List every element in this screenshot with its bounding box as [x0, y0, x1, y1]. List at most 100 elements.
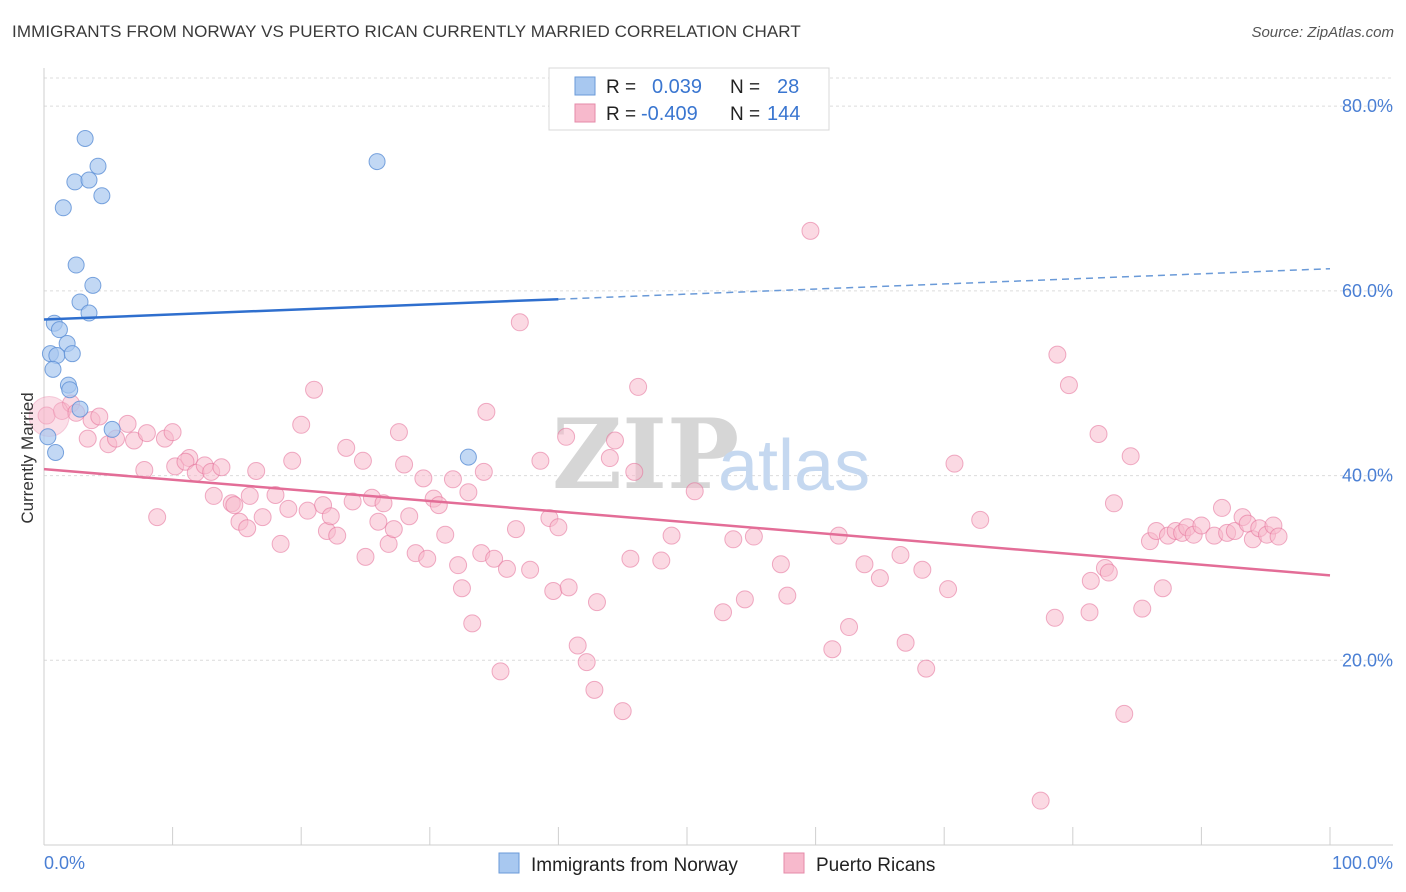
data-point-puerto-rican — [459, 483, 478, 502]
series-legend: Immigrants from Norway Puerto Ricans — [498, 852, 935, 876]
data-point-puerto-rican — [212, 458, 231, 477]
data-point-puerto-rican — [449, 556, 468, 575]
data-point-puerto-rican — [436, 525, 455, 544]
trend-line-puerto-rican — [43, 467, 1331, 577]
data-point-puerto-rican — [945, 454, 964, 473]
data-point-puerto-rican — [1089, 425, 1108, 444]
data-point-puerto-rican — [917, 659, 936, 678]
data-point-norway — [84, 276, 102, 294]
axes — [43, 68, 1393, 846]
x-tick-label: 100.0% — [1332, 853, 1393, 873]
data-point-norway — [93, 187, 111, 205]
legend-r-label: R = — [606, 77, 636, 98]
data-point-puerto-rican — [414, 469, 433, 488]
legend-r-value: -0.409 — [641, 103, 698, 125]
data-point-puerto-rican — [1115, 704, 1134, 723]
data-point-norway — [54, 199, 72, 217]
data-point-puerto-rican — [356, 547, 375, 566]
trend-line-norway-extrapolated — [558, 267, 1331, 300]
data-point-puerto-rican — [389, 423, 408, 442]
data-point-puerto-rican — [176, 452, 195, 471]
data-point-puerto-rican — [1104, 494, 1123, 513]
data-point-puerto-rican — [1099, 563, 1118, 582]
data-point-puerto-rican — [870, 569, 889, 588]
legend-r-value: 0.039 — [652, 76, 702, 98]
legend-swatch-puerto-rican — [574, 103, 596, 123]
data-point-norway — [50, 321, 68, 339]
watermark: ZIP atlas — [552, 398, 870, 511]
data-point-puerto-rican — [629, 377, 648, 396]
data-point-puerto-rican — [1121, 447, 1140, 466]
data-point-puerto-rican — [913, 560, 932, 579]
data-point-puerto-rican — [279, 499, 298, 518]
data-point-puerto-rican — [283, 451, 302, 470]
data-point-puerto-rican — [605, 431, 624, 450]
data-point-puerto-rican — [662, 526, 681, 545]
y-axis-label: Currently Married — [18, 392, 37, 523]
tick-labels: 20.0% 40.0% 60.0% 80.0% 0.0% 100.0% — [44, 96, 1393, 873]
data-point-puerto-rican — [90, 407, 109, 426]
data-point-puerto-rican — [840, 618, 859, 637]
data-point-puerto-rican — [1269, 527, 1288, 546]
data-point-puerto-rican — [971, 510, 990, 529]
data-point-puerto-rican — [652, 551, 671, 570]
data-point-puerto-rican — [337, 438, 356, 457]
legend-n-value: 28 — [777, 76, 799, 98]
data-point-puerto-rican — [939, 580, 958, 599]
legend-r-label: R = — [606, 104, 636, 125]
data-point-norway — [76, 130, 94, 147]
gridlines — [44, 77, 1393, 661]
data-point-puerto-rican — [485, 549, 504, 568]
data-point-puerto-rican — [1059, 376, 1078, 395]
data-point-puerto-rican — [1081, 571, 1100, 590]
y-tick-label: 80.0% — [1342, 96, 1393, 116]
data-point-puerto-rican — [238, 519, 257, 538]
data-point-puerto-rican — [685, 482, 704, 501]
data-point-puerto-rican — [855, 555, 874, 574]
legend-label-puerto-rican: Puerto Ricans — [816, 855, 935, 876]
data-point-norway — [71, 400, 89, 418]
data-point-puerto-rican — [1153, 579, 1172, 598]
data-point-puerto-rican — [613, 702, 632, 721]
data-point-puerto-rican — [271, 534, 290, 553]
data-point-norway — [63, 345, 81, 363]
data-point-puerto-rican — [497, 559, 516, 578]
data-point-puerto-rican — [1080, 603, 1099, 622]
data-point-puerto-rican — [305, 380, 324, 399]
data-point-puerto-rican — [557, 427, 576, 446]
data-point-norway — [44, 360, 62, 378]
data-point-puerto-rican — [298, 501, 317, 520]
data-point-puerto-rican — [521, 560, 540, 579]
data-point-puerto-rican — [724, 530, 743, 549]
legend-label-norway: Immigrants from Norway — [531, 855, 738, 876]
data-point-puerto-rican — [240, 486, 259, 505]
data-point-puerto-rican — [896, 633, 915, 652]
data-point-puerto-rican — [506, 520, 525, 539]
data-point-puerto-rican — [891, 546, 910, 565]
legend-n-value: 144 — [767, 103, 800, 125]
legend-swatch-norway — [574, 76, 596, 96]
data-point-puerto-rican — [771, 555, 790, 574]
data-point-norway — [39, 428, 57, 446]
y-tick-label: 40.0% — [1342, 466, 1393, 486]
data-point-puerto-rican — [714, 603, 733, 622]
data-point-norway — [368, 153, 386, 171]
data-point-puerto-rican — [374, 494, 393, 513]
data-point-norway — [89, 157, 107, 175]
data-point-puerto-rican — [735, 590, 754, 609]
data-point-puerto-rican — [568, 636, 587, 655]
data-point-norway — [61, 381, 79, 399]
data-point-puerto-rican — [625, 462, 644, 481]
data-point-puerto-rican — [137, 424, 156, 443]
data-point-puerto-rican — [1212, 498, 1231, 517]
data-point-puerto-rican — [452, 579, 471, 598]
data-point-puerto-rican — [531, 451, 550, 470]
data-point-puerto-rican — [321, 507, 340, 526]
data-point-puerto-rican — [148, 508, 167, 527]
data-point-puerto-rican — [292, 415, 311, 434]
data-point-puerto-rican — [823, 640, 842, 659]
data-point-norway — [80, 171, 98, 189]
trend-line-norway — [43, 297, 559, 321]
data-point-norway — [66, 173, 84, 191]
